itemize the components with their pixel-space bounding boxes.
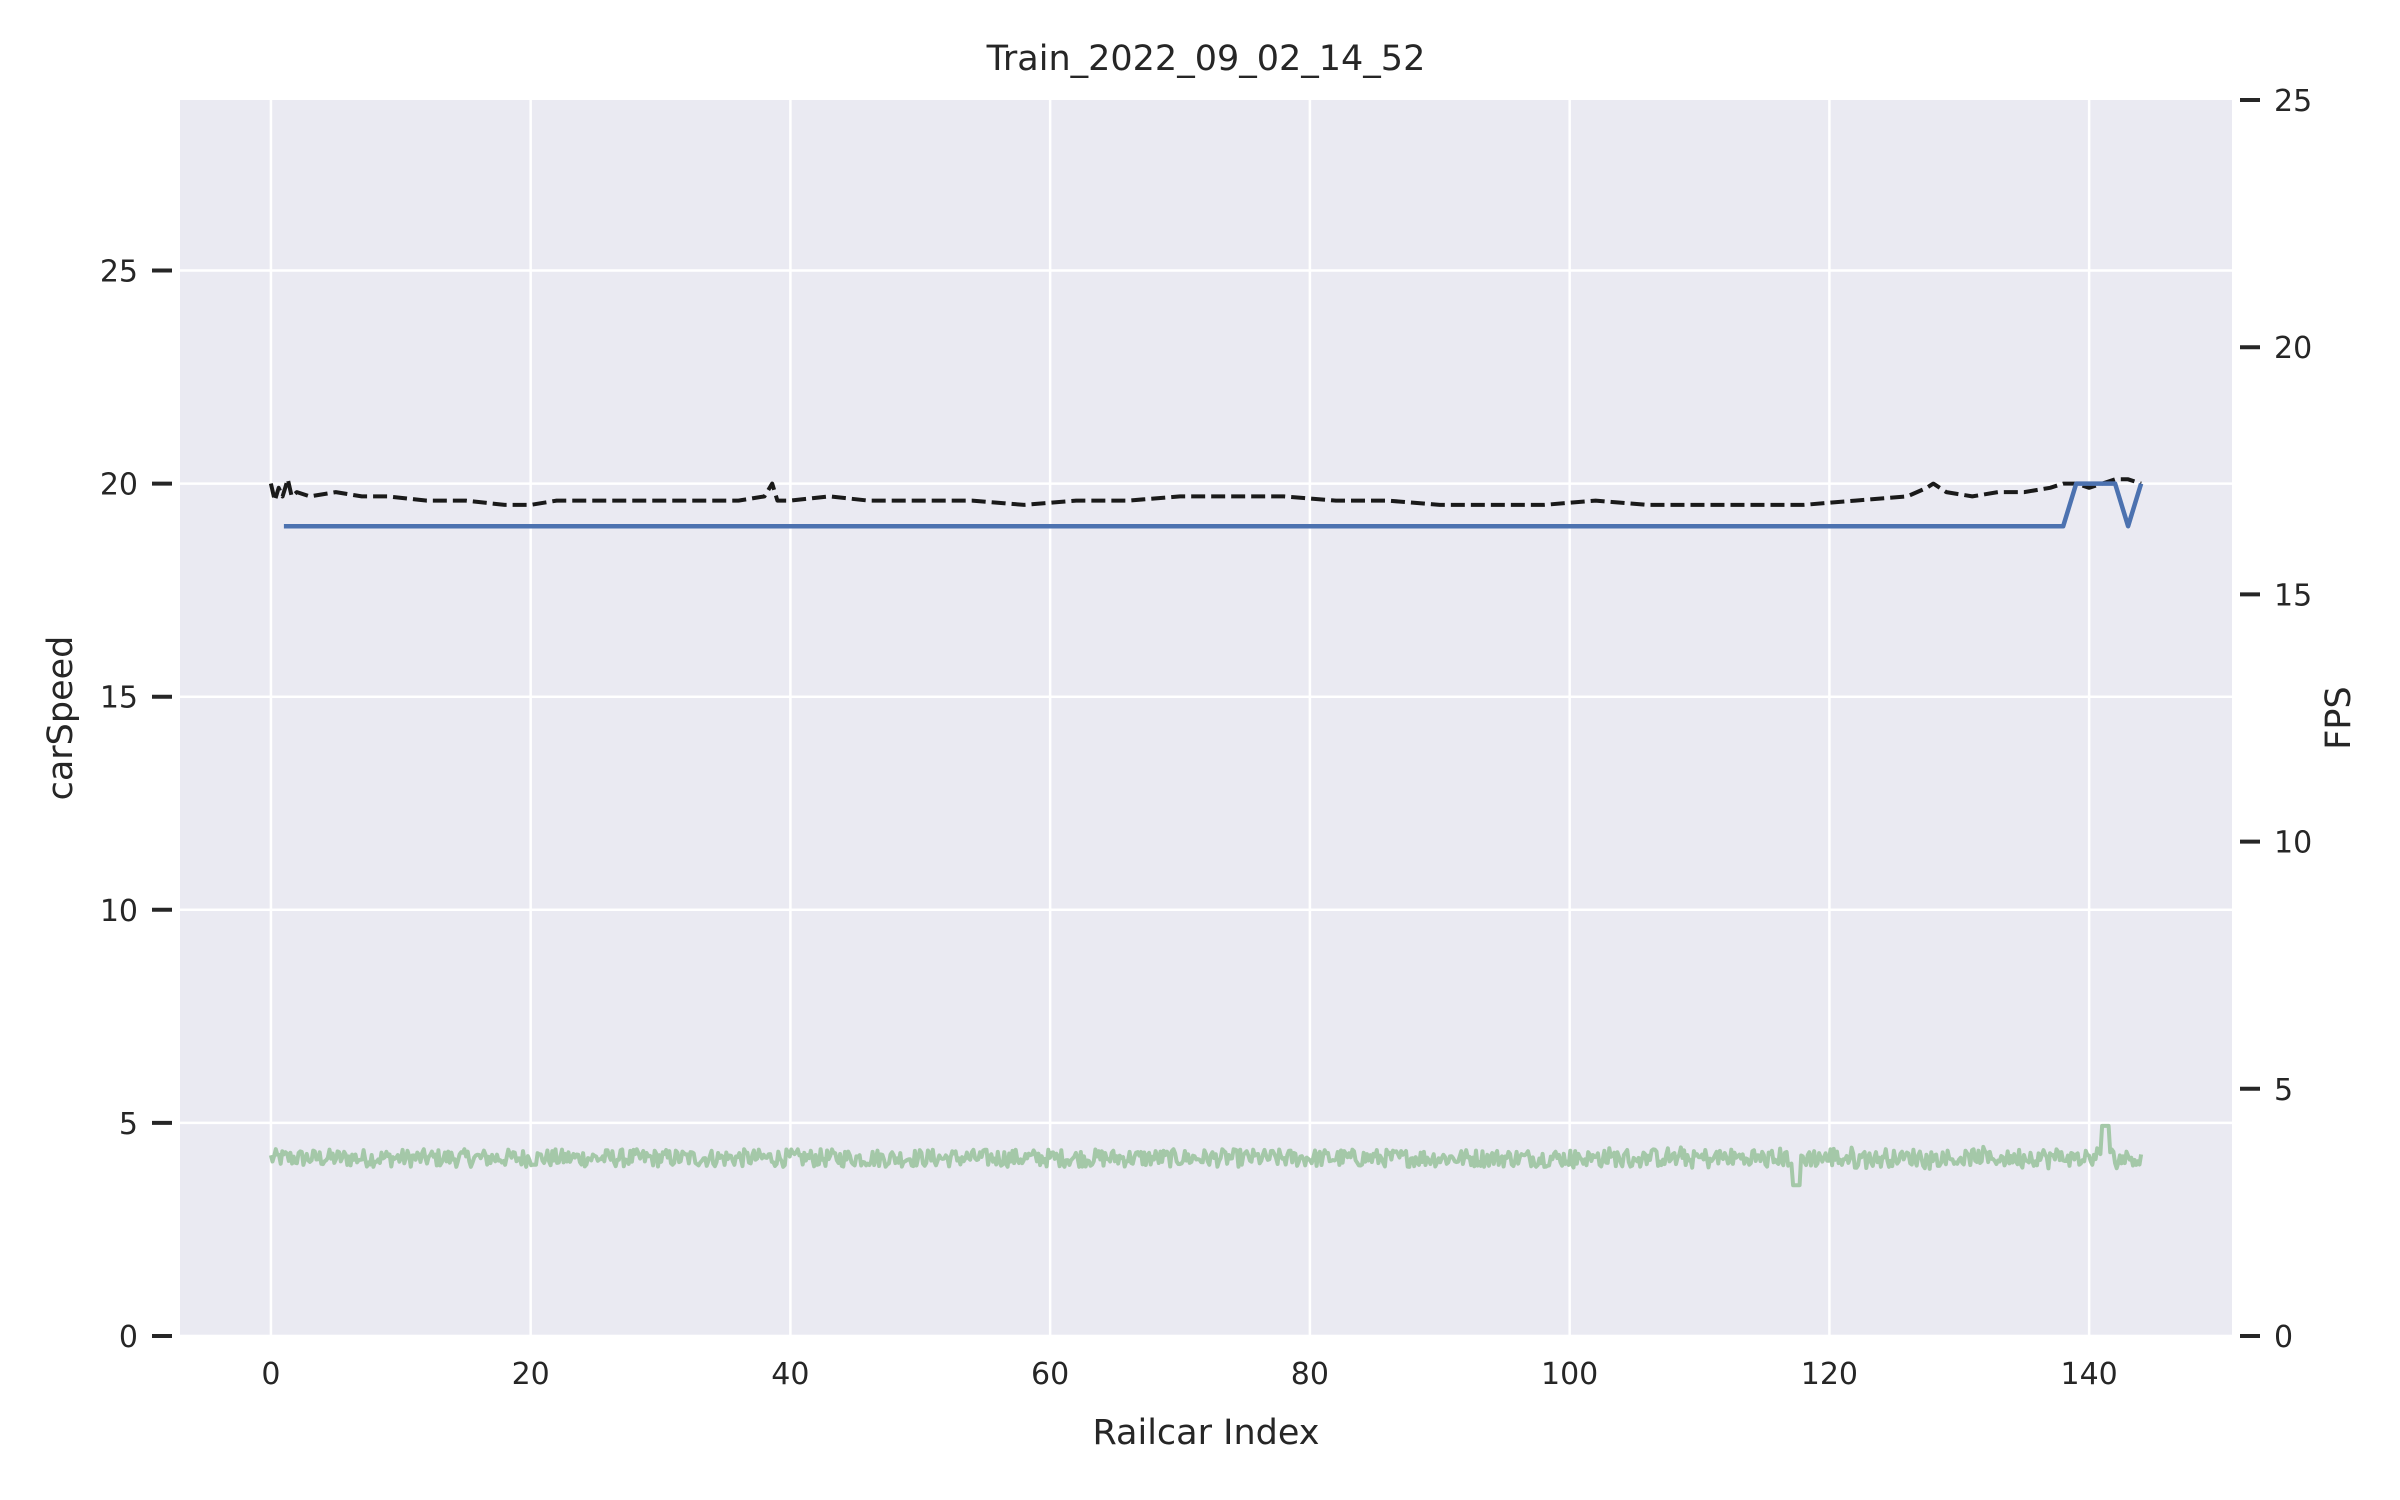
y-right-tick-label: 10 xyxy=(2274,826,2312,861)
x-tick-label: 60 xyxy=(1031,1357,1069,1392)
y-right-tick-label: 25 xyxy=(2274,84,2312,119)
x-tick-label: 80 xyxy=(1291,1357,1329,1392)
x-tick-label: 140 xyxy=(2061,1357,2118,1392)
y-right-tick-label: 15 xyxy=(2274,578,2312,613)
grid-lines xyxy=(180,100,2232,1338)
series-layer xyxy=(268,477,2144,1188)
x-tick-label: 40 xyxy=(771,1357,809,1392)
fps-line xyxy=(268,1123,2144,1188)
plot-background xyxy=(180,100,2232,1336)
x-tick-label: 0 xyxy=(261,1357,280,1392)
y-left-tick-label: 25 xyxy=(100,254,138,289)
x-axis-label: Railcar Index xyxy=(1092,1413,1319,1453)
y-axis-right-label: FPS xyxy=(2319,686,2359,749)
y-right-tick-label: 20 xyxy=(2274,331,2312,366)
carspeed-line xyxy=(283,481,2144,529)
y-left-tick-label: 15 xyxy=(100,681,138,716)
x-tick-label: 20 xyxy=(512,1357,550,1392)
y-left-tick-label: 20 xyxy=(100,468,138,503)
dashed-line xyxy=(268,477,2142,507)
axes-layer: 0 20 40 60 80 100 120 140 0 5 10 15 20 25 0 5 10 15 20 25 xyxy=(100,84,2312,1392)
y-left-tick-label: 0 xyxy=(119,1320,138,1355)
y-left-tick-label: 10 xyxy=(100,894,138,929)
chart-title: Train_2022_09_02_14_52 xyxy=(986,39,1426,79)
y-left-tick-label: 5 xyxy=(119,1107,138,1142)
y-right-tick-label: 5 xyxy=(2274,1073,2293,1108)
x-tick-label: 100 xyxy=(1541,1357,1598,1392)
y-right-tick-label: 0 xyxy=(2274,1320,2293,1355)
y-axis-left-label: carSpeed xyxy=(41,636,81,801)
x-tick-label: 120 xyxy=(1801,1357,1858,1392)
